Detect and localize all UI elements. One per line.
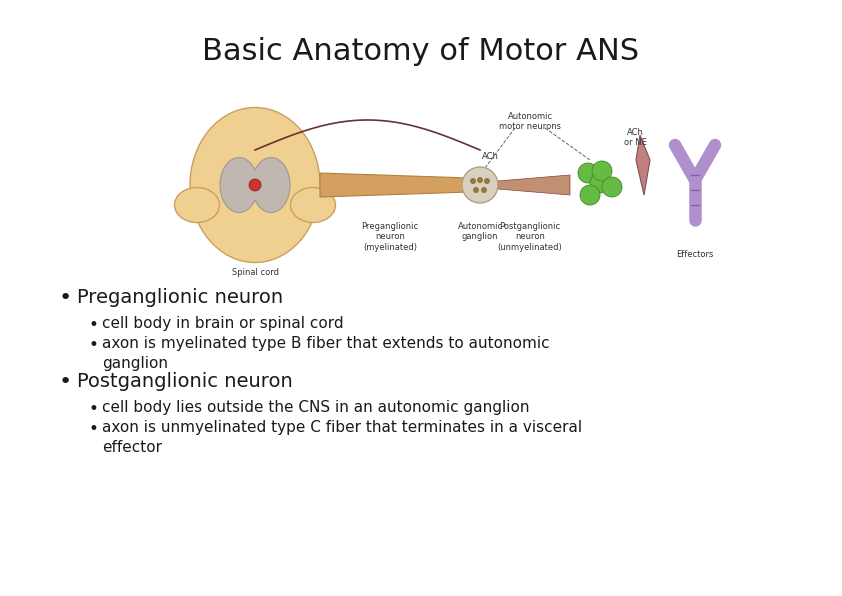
Text: Preganglionic
neuron
(myelinated): Preganglionic neuron (myelinated)	[361, 222, 418, 252]
Ellipse shape	[252, 157, 290, 213]
Circle shape	[470, 178, 476, 184]
Ellipse shape	[220, 157, 258, 213]
Text: cell body in brain or spinal cord: cell body in brain or spinal cord	[103, 316, 344, 331]
Circle shape	[580, 185, 600, 205]
Text: Preganglionic neuron: Preganglionic neuron	[77, 288, 283, 307]
Text: Autonomic
motor neurons: Autonomic motor neurons	[499, 112, 561, 131]
Text: Postganglionic neuron: Postganglionic neuron	[77, 372, 293, 391]
Text: Effectors: Effectors	[676, 250, 714, 259]
Circle shape	[590, 173, 610, 193]
Polygon shape	[498, 175, 570, 195]
Text: Basic Anatomy of Motor ANS: Basic Anatomy of Motor ANS	[202, 38, 640, 67]
Text: Postganglionic
neuron
(unmyelinated): Postganglionic neuron (unmyelinated)	[498, 222, 562, 252]
Text: •: •	[88, 336, 99, 354]
Polygon shape	[636, 135, 650, 195]
Ellipse shape	[174, 188, 220, 222]
Text: cell body lies outside the CNS in an autonomic ganglion: cell body lies outside the CNS in an aut…	[103, 400, 530, 415]
Circle shape	[578, 163, 598, 183]
Text: axon is unmyelinated type C fiber that terminates in a visceral
effector: axon is unmyelinated type C fiber that t…	[103, 420, 583, 455]
Circle shape	[602, 177, 622, 197]
Circle shape	[481, 187, 487, 193]
Polygon shape	[320, 173, 470, 197]
Text: •: •	[59, 372, 72, 392]
Ellipse shape	[190, 107, 320, 262]
Text: •: •	[88, 420, 99, 438]
Circle shape	[473, 187, 479, 193]
Text: •: •	[59, 288, 72, 308]
Circle shape	[592, 161, 612, 181]
Text: •: •	[88, 316, 99, 334]
Ellipse shape	[244, 170, 266, 200]
Text: Autonomic
ganglion: Autonomic ganglion	[457, 222, 503, 241]
Circle shape	[462, 167, 498, 203]
Circle shape	[477, 177, 483, 183]
Text: ACh: ACh	[482, 152, 498, 161]
Circle shape	[249, 179, 261, 191]
Text: Spinal cord: Spinal cord	[232, 268, 279, 277]
Text: axon is myelinated type B fiber that extends to autonomic
ganglion: axon is myelinated type B fiber that ext…	[103, 336, 550, 371]
Text: ACh
or NE: ACh or NE	[624, 128, 647, 147]
Circle shape	[484, 178, 490, 184]
Ellipse shape	[290, 188, 335, 222]
Text: •: •	[88, 400, 99, 418]
